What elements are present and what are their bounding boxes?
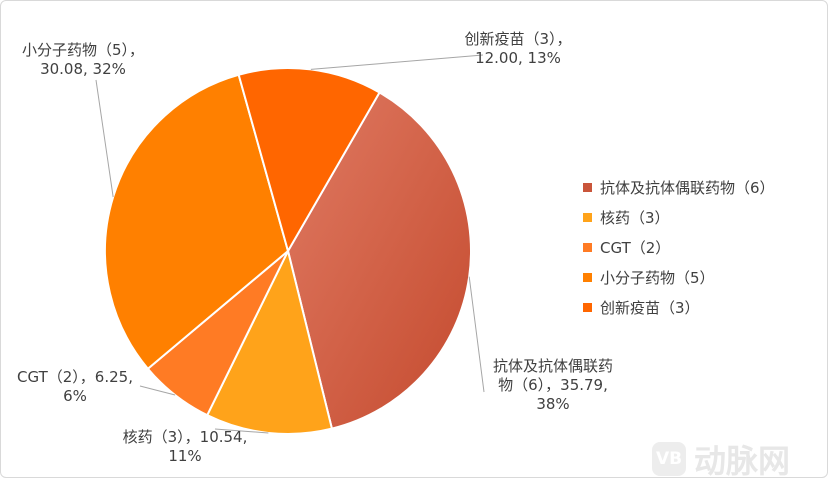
- legend-swatch: [583, 242, 592, 252]
- leader-line: [468, 276, 485, 393]
- watermark-brand: 动脉网: [694, 442, 791, 480]
- legend-swatch: [583, 212, 592, 222]
- legend-label: 抗体及抗体偶联药物（6）: [600, 178, 775, 197]
- leader-line: [139, 385, 176, 396]
- vb-logo-icon: VB: [652, 442, 686, 476]
- leader-line: [310, 54, 484, 70]
- legend-label: CGT（2）: [600, 238, 671, 257]
- legend-item-small-molecule[interactable]: 小分子药物（5）: [583, 262, 775, 292]
- legend-item-vaccine[interactable]: 创新疫苗（3）: [583, 292, 775, 322]
- pie-slice-small-molecule[interactable]: [104, 73, 290, 371]
- legend-item-antibody[interactable]: 抗体及抗体偶联药物（6）: [583, 172, 775, 202]
- data-label-antibody: 抗体及抗体偶联药 物（6），35.79, 38%: [492, 357, 613, 413]
- data-label-small-molecule: 小分子药物（5）， 30.08, 32%: [21, 41, 145, 78]
- leader-line: [95, 79, 114, 198]
- legend-swatch: [583, 302, 592, 312]
- legend-label: 创新疫苗（3）: [600, 298, 700, 317]
- watermark: VB 动脉网: [652, 436, 790, 482]
- legend-swatch: [583, 272, 592, 282]
- legend-label: 核药（3）: [600, 208, 670, 227]
- legend-swatch: [583, 182, 592, 192]
- data-label-vaccine: 创新疫苗（3）， 12.00, 13%: [464, 30, 572, 67]
- leader-line: [214, 428, 269, 434]
- pie-slice-vaccine[interactable]: [237, 67, 381, 254]
- legend-item-cgt[interactable]: CGT（2）: [583, 232, 775, 262]
- pie-slice-antibody[interactable]: [286, 91, 472, 430]
- data-label-cgt: CGT（2），6.25, 6%: [17, 368, 133, 405]
- chart-legend: 抗体及抗体偶联药物（6） 核药（3） CGT（2） 小分子药物（5） 创新疫苗（…: [583, 172, 775, 322]
- data-label-nuclear-medicine: 核药（3），10.54, 11%: [122, 428, 248, 465]
- legend-item-nuclear-medicine[interactable]: 核药（3）: [583, 202, 775, 232]
- legend-label: 小分子药物（5）: [600, 268, 715, 287]
